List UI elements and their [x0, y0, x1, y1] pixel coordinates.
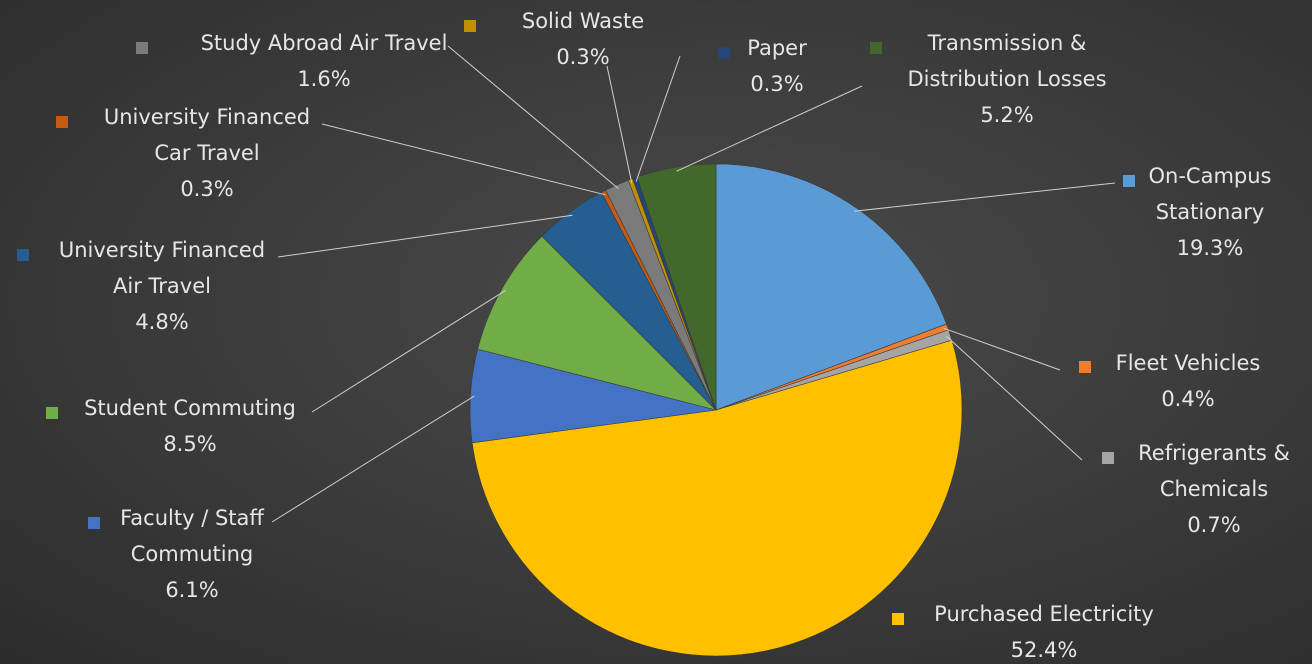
leader-line-9 [606, 65, 633, 184]
label-color-key-7 [56, 116, 68, 128]
leader-line-0 [853, 182, 1116, 212]
slice-percent-label-4: 6.1% [165, 578, 218, 602]
slice-percent-label-2: 0.7% [1187, 513, 1240, 537]
slice-percent-label-8: 1.6% [297, 67, 350, 91]
slice-name-label-6: Air Travel [113, 274, 211, 298]
slice-name-label-6: University Financed [59, 238, 265, 262]
label-color-key-8 [136, 42, 148, 54]
label-color-key-0 [1123, 175, 1135, 187]
slice-name-label-11: Transmission & [927, 31, 1087, 55]
slice-name-label-2: Refrigerants & [1138, 441, 1290, 465]
label-color-key-3 [892, 613, 904, 625]
slice-name-label-2: Chemicals [1160, 477, 1268, 501]
slice-percent-label-7: 0.3% [180, 177, 233, 201]
leader-line-4 [271, 395, 475, 523]
slice-name-label-7: Car Travel [154, 141, 259, 165]
label-color-key-4 [88, 517, 100, 529]
slice-name-label-8: Study Abroad Air Travel [201, 31, 448, 55]
slice-percent-label-10: 0.3% [750, 72, 803, 96]
label-color-key-9 [464, 20, 476, 32]
label-color-key-1 [1079, 361, 1091, 373]
slice-percent-label-6: 4.8% [135, 310, 188, 334]
label-color-key-2 [1102, 452, 1114, 464]
pie-slice-3 [471, 339, 963, 657]
leader-line-7 [321, 123, 606, 196]
pie-slice-0 [715, 163, 947, 411]
slice-percent-label-1: 0.4% [1161, 387, 1214, 411]
slice-name-label-5: Student Commuting [84, 396, 296, 420]
slice-percent-label-0: 19.3% [1177, 236, 1244, 260]
slice-name-label-7: University Financed [104, 105, 310, 129]
label-color-key-5 [46, 407, 58, 419]
slice-percent-label-11: 5.2% [980, 103, 1033, 127]
slice-name-label-3: Purchased Electricity [934, 602, 1154, 626]
pie-slice-11 [636, 163, 717, 411]
label-color-key-11 [870, 42, 882, 54]
leader-line-8 [447, 45, 619, 189]
pie-slice-5 [477, 235, 717, 411]
slice-name-label-11: Distribution Losses [907, 67, 1106, 91]
leader-line-11 [676, 85, 863, 172]
slice-percent-label-5: 8.5% [163, 432, 216, 456]
slice-name-label-0: Stationary [1156, 200, 1265, 224]
leader-line-2 [946, 335, 1083, 461]
leader-line-1 [943, 327, 1061, 371]
leader-line-10 [635, 55, 681, 182]
data-labels: On-Campus Stationary 19.3% Fleet Vehicles 0.… [17, 9, 1290, 662]
label-color-key-6 [17, 249, 29, 261]
slice-name-label-10: Paper [747, 36, 807, 60]
slice-name-label-9: Solid Waste [522, 9, 644, 33]
slice-percent-label-9: 0.3% [556, 45, 609, 69]
leader-line-5 [311, 289, 506, 413]
slice-name-label-1: Fleet Vehicles [1116, 351, 1261, 375]
label-color-key-10 [718, 47, 730, 59]
leader-line-6 [277, 214, 573, 258]
slice-name-label-4: Commuting [131, 542, 253, 566]
leader-lines [271, 45, 1116, 523]
pie-slices [469, 163, 963, 657]
slice-name-label-0: On-Campus [1149, 164, 1272, 188]
slice-percent-label-3: 52.4% [1011, 638, 1078, 662]
slice-name-label-4: Faculty / Staff [120, 506, 264, 530]
